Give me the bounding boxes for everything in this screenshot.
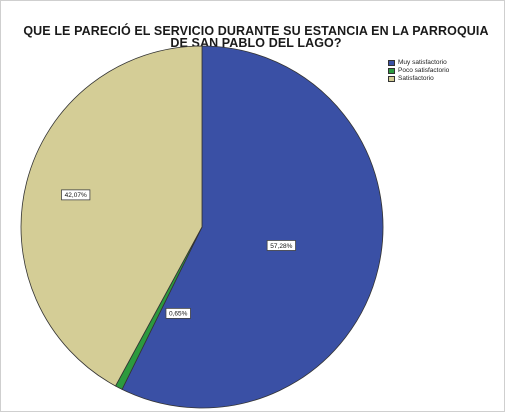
legend-item-poco-satisfactorio: Poco satisfactorio xyxy=(388,67,449,75)
legend-swatch-muy-satisfactorio xyxy=(388,60,395,66)
slice-label-poco-satisfactorio: 0,65% xyxy=(165,307,191,319)
slice-label-text-satisfactorio: 42,07% xyxy=(65,192,87,199)
slice-label-box-poco-satisfactorio xyxy=(165,307,191,319)
slice-label-muy-satisfactorio: 57,28% xyxy=(266,240,296,251)
legend-item-muy-satisfactorio: Muy satisfactorio xyxy=(388,59,449,67)
legend-label-satisfactorio: Satisfactorio xyxy=(398,75,434,82)
pie-slice-satisfactorio xyxy=(20,45,203,387)
legend-swatch-satisfactorio xyxy=(388,76,395,82)
legend-label-poco-satisfactorio: Poco satisfactorio xyxy=(398,67,450,74)
slice-label-box-muy-satisfactorio xyxy=(266,240,296,251)
slice-label-box-satisfactorio xyxy=(61,189,91,201)
slice-label-text-muy-satisfactorio: 57,28% xyxy=(270,243,292,250)
legend-item-satisfactorio: Satisfactorio xyxy=(388,75,449,83)
slice-label-satisfactorio: 42,07% xyxy=(61,189,91,201)
chart-title: QUE LE PARECIÓ EL SERVICIO DURANTE SU ES… xyxy=(23,24,489,50)
legend-label-muy-satisfactorio: Muy satisfactorio xyxy=(398,59,447,66)
slice-label-text-poco-satisfactorio: 0,65% xyxy=(169,311,188,318)
legend-swatch-poco-satisfactorio xyxy=(388,68,395,74)
legend: Muy satisfactorio Poco satisfactorio Sat… xyxy=(388,59,449,83)
